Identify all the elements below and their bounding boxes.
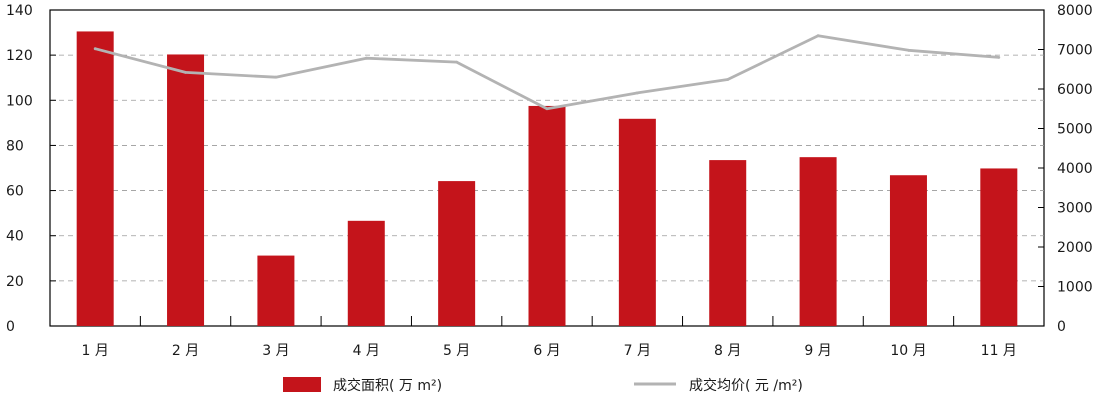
price-line [94, 34, 999, 111]
gridlines [50, 54, 1044, 282]
left-y-axis: 0 20 40 60 80 100 120 140 [6, 3, 56, 335]
x-tick-label: 2 月 [172, 343, 199, 359]
legend: 成交面积( 万 m²) 成交均价( 元 /m²) [283, 377, 803, 393]
left-y-tick-label: 40 [6, 229, 24, 245]
line-series [93, 34, 1001, 111]
right-y-axis: 0 1000 2000 3000 4000 5000 6000 7000 8000 [1038, 3, 1093, 335]
legend-label-area: 成交面积( 万 m²) [333, 377, 442, 393]
bar [799, 157, 837, 326]
right-y-tick-label: 4000 [1057, 161, 1093, 177]
legend-label-price: 成交均价( 元 /m²) [689, 377, 803, 393]
bar-series [76, 31, 1018, 327]
line-point [726, 78, 730, 81]
line-point [545, 107, 549, 111]
right-y-tick-label: 2000 [1057, 240, 1093, 256]
right-y-tick-label: 6000 [1057, 82, 1093, 98]
bar [980, 168, 1018, 326]
x-axis-labels: 1 月 2 月 3 月 4 月 5 月 6 月 7 月 8 月 9 月 10 月 11 月 [82, 343, 1017, 359]
right-y-tick-label: 0 [1057, 319, 1066, 335]
line-point [816, 34, 820, 38]
right-y-tick-label: 8000 [1057, 3, 1093, 19]
right-y-tick-label: 5000 [1057, 122, 1093, 138]
bar [709, 160, 747, 326]
line-point [274, 75, 278, 79]
x-tick-label: 6 月 [533, 343, 560, 359]
line-point [635, 91, 639, 95]
left-y-tick-label: 100 [6, 93, 33, 109]
x-tick-label: 3 月 [262, 343, 289, 359]
legend-swatch-area [283, 377, 321, 392]
left-y-tick-label: 80 [6, 138, 24, 154]
x-tick-label: 10 月 [890, 343, 926, 359]
line-point [184, 71, 187, 74]
bar [528, 105, 566, 326]
bar [618, 118, 656, 327]
x-axis-ticks [139, 316, 955, 326]
line-point [364, 56, 368, 60]
bar [889, 175, 927, 326]
bar [257, 255, 295, 326]
right-y-tick-label: 7000 [1057, 43, 1093, 59]
bar [347, 220, 385, 326]
line-point [907, 48, 910, 52]
x-tick-label: 1 月 [82, 343, 109, 359]
line-point [455, 60, 459, 64]
line-point [93, 47, 97, 51]
left-y-tick-label: 140 [6, 3, 33, 19]
left-y-tick-label: 120 [6, 48, 33, 64]
left-y-tick-label: 20 [6, 274, 24, 290]
left-y-tick-label: 60 [6, 184, 24, 200]
bar [438, 181, 476, 326]
right-y-tick-label: 1000 [1057, 280, 1093, 296]
bar [76, 31, 114, 326]
x-tick-label: 7 月 [624, 343, 651, 359]
left-y-tick-label: 0 [6, 319, 15, 335]
right-y-tick-label: 3000 [1057, 201, 1093, 217]
x-tick-label: 8 月 [714, 343, 741, 359]
line-point [997, 56, 1001, 59]
x-tick-label: 11 月 [981, 343, 1017, 359]
x-tick-label: 5 月 [443, 343, 470, 359]
bar [167, 54, 205, 327]
x-tick-label: 9 月 [804, 343, 831, 359]
x-tick-label: 4 月 [353, 343, 380, 359]
